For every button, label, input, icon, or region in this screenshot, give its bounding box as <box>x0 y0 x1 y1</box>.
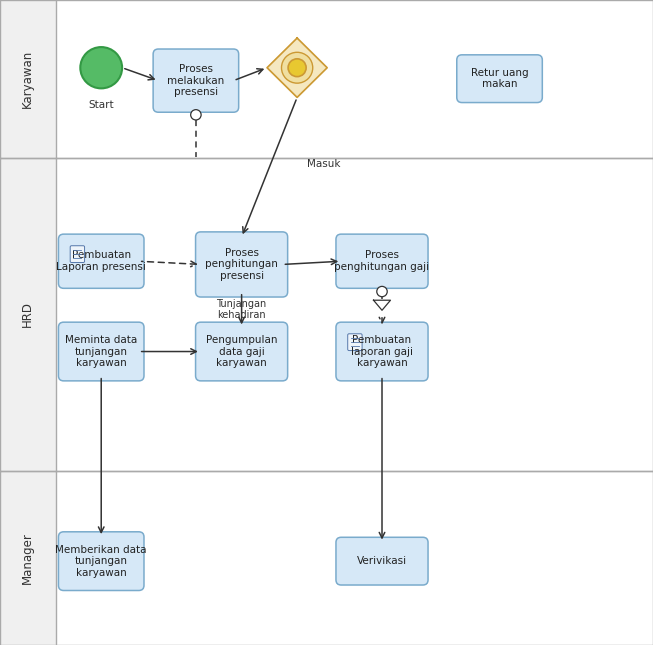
Text: Proses
penghitungan gaji: Proses penghitungan gaji <box>334 250 430 272</box>
FancyBboxPatch shape <box>153 49 239 112</box>
Text: Manager: Manager <box>22 532 34 584</box>
FancyBboxPatch shape <box>347 334 362 351</box>
Circle shape <box>191 110 201 120</box>
Circle shape <box>80 47 122 88</box>
Bar <box>0 0 56 158</box>
Text: Verivikasi: Verivikasi <box>357 556 407 566</box>
Bar <box>56 471 653 645</box>
Text: Proses
penghitungan
presensi: Proses penghitungan presensi <box>205 248 278 281</box>
Polygon shape <box>267 38 327 97</box>
FancyBboxPatch shape <box>59 234 144 288</box>
Bar <box>56 158 653 471</box>
FancyBboxPatch shape <box>457 55 542 103</box>
Text: HRD: HRD <box>22 301 34 328</box>
Text: Karyawan: Karyawan <box>22 50 34 108</box>
Text: Memberikan data
tunjangan
karyawan: Memberikan data tunjangan karyawan <box>56 544 147 578</box>
Text: Pembuatan
laporan gaji
karyawan: Pembuatan laporan gaji karyawan <box>351 335 413 368</box>
Text: Pembuatan
Laporan presensi: Pembuatan Laporan presensi <box>56 250 146 272</box>
Bar <box>56 0 653 158</box>
FancyBboxPatch shape <box>59 531 144 591</box>
Circle shape <box>377 286 387 297</box>
Text: Start: Start <box>88 100 114 110</box>
FancyBboxPatch shape <box>336 234 428 288</box>
FancyBboxPatch shape <box>59 322 144 381</box>
Polygon shape <box>374 300 390 310</box>
Circle shape <box>288 59 306 77</box>
Circle shape <box>281 52 313 83</box>
FancyBboxPatch shape <box>71 246 85 263</box>
Text: Tunjangan
kehadiran: Tunjangan kehadiran <box>217 299 266 321</box>
Bar <box>0 471 56 645</box>
Text: Meminta data
tunjangan
karyawan: Meminta data tunjangan karyawan <box>65 335 137 368</box>
Text: Masuk: Masuk <box>307 159 340 170</box>
Text: Pengumpulan
data gaji
karyawan: Pengumpulan data gaji karyawan <box>206 335 278 368</box>
FancyBboxPatch shape <box>336 322 428 381</box>
FancyBboxPatch shape <box>196 232 287 297</box>
FancyBboxPatch shape <box>336 537 428 585</box>
Bar <box>0 158 56 471</box>
Text: Proses
melakukan
presensi: Proses melakukan presensi <box>167 64 225 97</box>
Text: Retur uang
makan: Retur uang makan <box>471 68 528 90</box>
FancyBboxPatch shape <box>196 322 287 381</box>
